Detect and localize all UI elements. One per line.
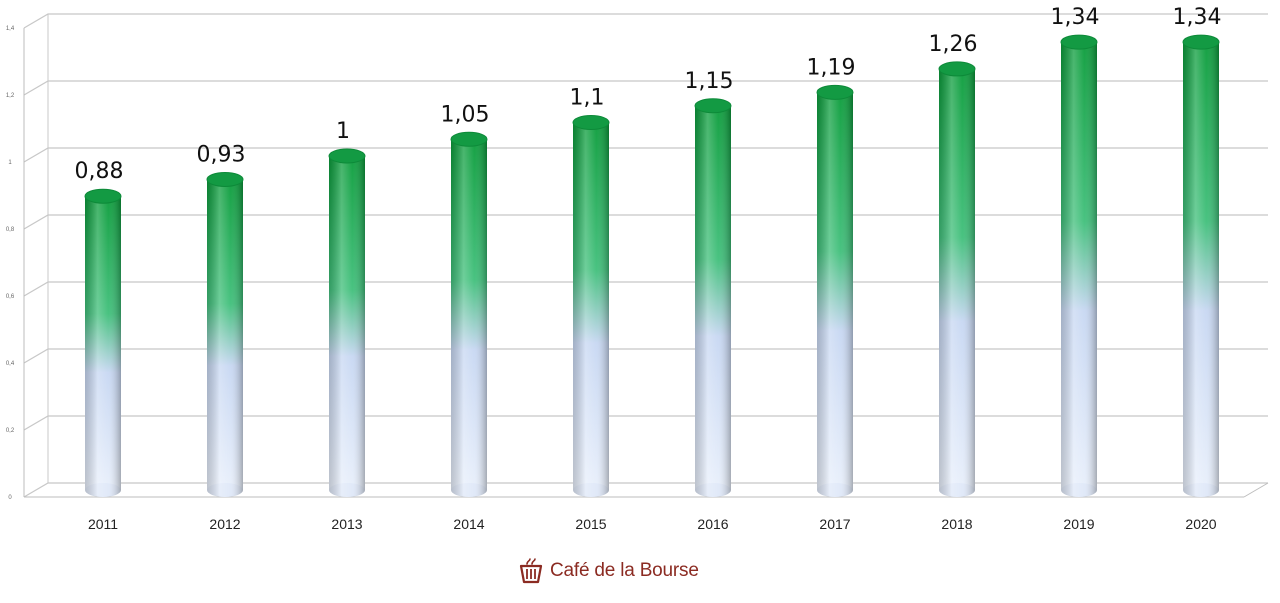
x-tick-label: 2013 <box>331 516 362 532</box>
x-axis-tick-labels: 2011 2012 2013 2014 2015 2016 2017 2018 2019 2020 <box>88 516 1217 532</box>
y-tick-label: 0 <box>8 495 12 501</box>
y-tick-label: 0,2 <box>6 428 15 434</box>
bar-top <box>328 148 366 164</box>
bars <box>84 34 1220 497</box>
bar-base-shade <box>573 483 609 497</box>
bar-top <box>572 115 610 130</box>
gridline <box>23 214 1268 230</box>
bar-base-shade <box>939 483 975 497</box>
bar-top <box>450 131 488 147</box>
bar-shade <box>207 179 243 490</box>
x-tick-label: 2018 <box>941 516 972 532</box>
x-tick-label: 2016 <box>697 516 728 532</box>
bar-shade <box>817 92 853 490</box>
x-axis-depth-line <box>1243 482 1269 498</box>
x-tick-label: 2019 <box>1063 516 1094 532</box>
gridline <box>23 415 1268 431</box>
gridline <box>23 348 1268 364</box>
data-label: 0,93 <box>197 142 246 167</box>
brand-logo: Café de la Bourse <box>518 556 699 586</box>
x-tick-label: 2015 <box>575 516 606 532</box>
x-tick-label: 2020 <box>1185 516 1216 532</box>
bar-shade <box>573 122 609 490</box>
bar-top <box>206 171 244 187</box>
bar-shade <box>329 156 365 490</box>
data-label: 1,26 <box>929 32 978 57</box>
bar-base-shade <box>207 483 243 497</box>
bar-shade <box>939 68 975 491</box>
bar-top <box>694 98 732 114</box>
gridline <box>23 147 1268 163</box>
gridline <box>23 482 1268 498</box>
bar <box>1182 34 1220 497</box>
bar-shade <box>85 196 121 490</box>
bar-top <box>938 61 976 77</box>
bar-base-shade <box>695 483 731 497</box>
data-label: 1,34 <box>1051 5 1100 30</box>
gridline <box>23 80 1268 96</box>
x-tick-label: 2011 <box>88 516 118 532</box>
y-tick-label: 0,8 <box>6 227 15 233</box>
bar-base-shade <box>817 483 853 497</box>
bar-base-shade <box>1061 483 1097 497</box>
bar-shade <box>1061 42 1097 490</box>
gridlines <box>23 13 1269 498</box>
gridline <box>23 13 1268 29</box>
x-tick-label: 2012 <box>209 516 240 532</box>
bar-base-shade <box>329 483 365 497</box>
bar-base-shade <box>1183 483 1219 497</box>
data-label: 1,34 <box>1173 5 1222 30</box>
bar <box>450 131 488 497</box>
bar-base-shade <box>451 483 487 497</box>
data-label: 1 <box>336 119 350 144</box>
x-tick-label: 2014 <box>453 516 484 532</box>
bar-shade <box>451 139 487 490</box>
bar <box>694 98 732 497</box>
data-label: 1,1 <box>570 86 605 111</box>
y-tick-label: 0,4 <box>6 361 15 367</box>
data-label: 0,88 <box>75 159 124 184</box>
y-tick-label: 1 <box>8 160 12 166</box>
bar-shade <box>695 105 731 490</box>
bar <box>206 171 244 497</box>
y-tick-label: 0,6 <box>6 294 15 300</box>
bar <box>84 188 122 497</box>
bar <box>572 115 610 497</box>
bar-top <box>84 188 122 204</box>
data-label: 1,15 <box>685 69 734 94</box>
gridline <box>23 281 1268 297</box>
bar <box>938 61 976 497</box>
data-label: 1,05 <box>441 102 490 127</box>
y-tick-label: 1,4 <box>6 26 15 32</box>
bar-top <box>816 84 854 100</box>
bar-top <box>1182 34 1220 50</box>
value-labels: 0,88 0,93 1 1,05 1,1 1,15 1,19 1,26 1,34 1,34 <box>75 5 1222 184</box>
y-tick-label: 1,2 <box>6 93 15 99</box>
bar <box>816 84 854 497</box>
bar-shade <box>1183 42 1219 490</box>
bar-top <box>1060 34 1098 50</box>
bar-base-shade <box>85 483 121 497</box>
x-tick-label: 2017 <box>819 516 850 532</box>
brand-name: Café de la Bourse <box>550 560 699 581</box>
bar <box>1060 34 1098 497</box>
y-axis-tick-labels: 0 0,2 0,4 0,6 0,8 1 1,2 1,4 <box>6 26 15 501</box>
data-label: 1,19 <box>807 55 856 80</box>
coffee-basket-icon <box>519 558 543 584</box>
bar <box>328 148 366 497</box>
